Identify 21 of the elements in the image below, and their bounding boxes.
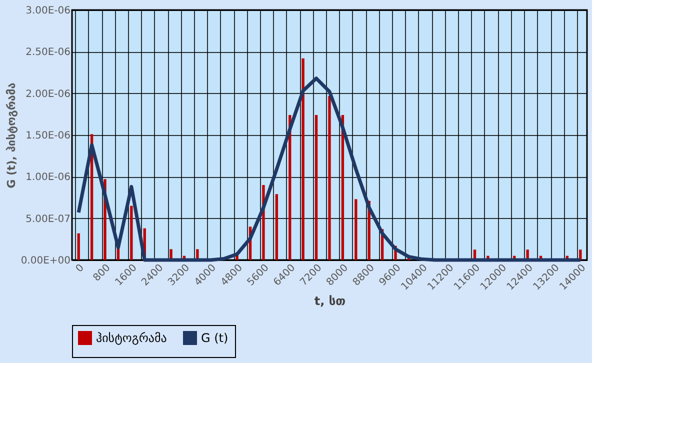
y-tick-label: 1.50E-06 (26, 130, 70, 142)
x-tick-label: 0 (74, 262, 86, 275)
bar (354, 199, 358, 260)
bar (77, 233, 80, 260)
x-tick-label: 800 (92, 262, 113, 284)
y-tick-label: 0.00E+00 (20, 256, 70, 266)
bar (302, 58, 304, 260)
bar (130, 206, 133, 260)
line-series (76, 76, 582, 262)
y-axis-title: G (t), ჰისტოგრამა (4, 82, 18, 188)
legend-label: G (t) (201, 331, 228, 345)
y-tick-label: 2.00E-06 (26, 88, 70, 100)
legend-label: ჰისტოგრამა (96, 331, 167, 345)
y-tick-label: 3.00E-06 (26, 6, 70, 16)
bar (328, 96, 331, 260)
y-tick-label: 1.00E-06 (26, 172, 70, 184)
x-axis-title: t, სთ (314, 294, 346, 308)
bar (275, 194, 278, 260)
y-tick-label: 2.50E-06 (26, 47, 70, 58)
bar (314, 115, 318, 260)
y-tick-label: 5.00E-07 (26, 214, 70, 225)
